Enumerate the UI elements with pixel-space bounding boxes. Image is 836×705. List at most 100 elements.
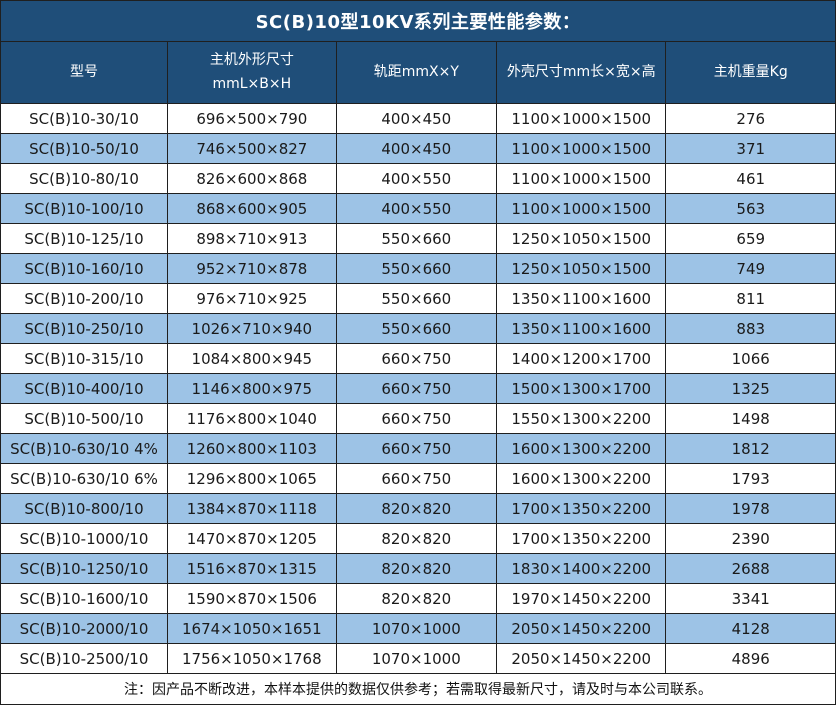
table-row: SC(B)10-30/10696×500×790400×4501100×1000… [1, 104, 836, 134]
enclosure-cell: 1700×1350×2200 [496, 494, 666, 524]
dimensions-cell: 1674×1050×1651 [168, 614, 337, 644]
model-cell: SC(B)10-400/10 [1, 374, 168, 404]
rail-gauge-cell: 550×660 [336, 284, 496, 314]
weight-cell: 1812 [666, 434, 836, 464]
table-row: SC(B)10-2000/101674×1050×16511070×100020… [1, 614, 836, 644]
page-title: SC(B)10型10KV系列主要性能参数： [0, 0, 836, 42]
rail-gauge-cell: 1070×1000 [336, 614, 496, 644]
weight-cell: 1498 [666, 404, 836, 434]
header-enclosure-size: 外壳尺寸mm长×宽×高 [496, 42, 666, 104]
table-row: SC(B)10-100/10868×600×905400×5501100×100… [1, 194, 836, 224]
table-body: SC(B)10-30/10696×500×790400×4501100×1000… [1, 104, 836, 674]
enclosure-cell: 1700×1350×2200 [496, 524, 666, 554]
enclosure-cell: 1350×1100×1600 [496, 284, 666, 314]
rail-gauge-cell: 820×820 [336, 524, 496, 554]
table-row: SC(B)10-160/10952×710×878550×6601250×105… [1, 254, 836, 284]
model-cell: SC(B)10-80/10 [1, 164, 168, 194]
table-row: SC(B)10-1600/101590×870×1506820×8201970×… [1, 584, 836, 614]
weight-cell: 4128 [666, 614, 836, 644]
enclosure-cell: 1100×1000×1500 [496, 104, 666, 134]
weight-cell: 1978 [666, 494, 836, 524]
weight-cell: 1325 [666, 374, 836, 404]
rail-gauge-cell: 400×550 [336, 194, 496, 224]
dimensions-cell: 898×710×913 [168, 224, 337, 254]
table-row: SC(B)10-2500/101756×1050×17681070×100020… [1, 644, 836, 674]
model-cell: SC(B)10-200/10 [1, 284, 168, 314]
table-row: SC(B)10-125/10898×710×913550×6601250×105… [1, 224, 836, 254]
model-cell: SC(B)10-500/10 [1, 404, 168, 434]
rail-gauge-cell: 660×750 [336, 374, 496, 404]
model-cell: SC(B)10-630/10 6% [1, 464, 168, 494]
table-row: SC(B)10-800/101384×870×1118820×8201700×1… [1, 494, 836, 524]
header-main-dimensions-line2: mmL×B×H [170, 73, 334, 96]
weight-cell: 3341 [666, 584, 836, 614]
table-row: SC(B)10-200/10976×710×925550×6601350×110… [1, 284, 836, 314]
dimensions-cell: 1146×800×975 [168, 374, 337, 404]
header-main-dimensions-line1: 主机外形尺寸 [170, 49, 334, 72]
weight-cell: 563 [666, 194, 836, 224]
weight-cell: 1793 [666, 464, 836, 494]
enclosure-cell: 1500×1300×1700 [496, 374, 666, 404]
dimensions-cell: 976×710×925 [168, 284, 337, 314]
weight-cell: 2688 [666, 554, 836, 584]
model-cell: SC(B)10-315/10 [1, 344, 168, 374]
table-header: 型号 主机外形尺寸 mmL×B×H 轨距mmX×Y 外壳尺寸mm长×宽×高 主机… [1, 42, 836, 104]
dimensions-cell: 1470×870×1205 [168, 524, 337, 554]
model-cell: SC(B)10-100/10 [1, 194, 168, 224]
model-cell: SC(B)10-2500/10 [1, 644, 168, 674]
dimensions-cell: 952×710×878 [168, 254, 337, 284]
weight-cell: 276 [666, 104, 836, 134]
table-row: SC(B)10-250/101026×710×940550×6601350×11… [1, 314, 836, 344]
table-row: SC(B)10-1250/101516×870×1315820×8201830×… [1, 554, 836, 584]
enclosure-cell: 1970×1450×2200 [496, 584, 666, 614]
model-cell: SC(B)10-1250/10 [1, 554, 168, 584]
enclosure-cell: 1600×1300×2200 [496, 464, 666, 494]
weight-cell: 811 [666, 284, 836, 314]
rail-gauge-cell: 660×750 [336, 404, 496, 434]
header-model: 型号 [1, 42, 168, 104]
enclosure-cell: 2050×1450×2200 [496, 614, 666, 644]
model-cell: SC(B)10-30/10 [1, 104, 168, 134]
weight-cell: 371 [666, 134, 836, 164]
header-enclosure-size-label: 外壳尺寸mm长×宽×高 [499, 61, 664, 84]
table-row: SC(B)10-630/10 6%1296×800×1065660×750160… [1, 464, 836, 494]
header-model-label: 型号 [3, 61, 165, 84]
model-cell: SC(B)10-800/10 [1, 494, 168, 524]
dimensions-cell: 826×600×868 [168, 164, 337, 194]
header-weight-label: 主机重量Kg [668, 61, 833, 84]
rail-gauge-cell: 400×450 [336, 104, 496, 134]
model-cell: SC(B)10-1600/10 [1, 584, 168, 614]
model-cell: SC(B)10-125/10 [1, 224, 168, 254]
rail-gauge-cell: 550×660 [336, 224, 496, 254]
spec-sheet: SC(B)10型10KV系列主要性能参数： 型号 主机外形尺寸 mmL×B×H … [0, 0, 836, 705]
model-cell: SC(B)10-2000/10 [1, 614, 168, 644]
dimensions-cell: 1516×870×1315 [168, 554, 337, 584]
enclosure-cell: 1100×1000×1500 [496, 134, 666, 164]
enclosure-cell: 2050×1450×2200 [496, 644, 666, 674]
rail-gauge-cell: 820×820 [336, 554, 496, 584]
spec-table: 型号 主机外形尺寸 mmL×B×H 轨距mmX×Y 外壳尺寸mm长×宽×高 主机… [0, 41, 836, 674]
dimensions-cell: 868×600×905 [168, 194, 337, 224]
enclosure-cell: 1100×1000×1500 [496, 164, 666, 194]
rail-gauge-cell: 550×660 [336, 254, 496, 284]
dimensions-cell: 696×500×790 [168, 104, 337, 134]
rail-gauge-cell: 550×660 [336, 314, 496, 344]
dimensions-cell: 1084×800×945 [168, 344, 337, 374]
model-cell: SC(B)10-160/10 [1, 254, 168, 284]
model-cell: SC(B)10-1000/10 [1, 524, 168, 554]
table-row: SC(B)10-315/101084×800×945660×7501400×12… [1, 344, 836, 374]
dimensions-cell: 1026×710×940 [168, 314, 337, 344]
enclosure-cell: 1100×1000×1500 [496, 194, 666, 224]
rail-gauge-cell: 1070×1000 [336, 644, 496, 674]
dimensions-cell: 1384×870×1118 [168, 494, 337, 524]
dimensions-cell: 746×500×827 [168, 134, 337, 164]
rail-gauge-cell: 400×450 [336, 134, 496, 164]
enclosure-cell: 1400×1200×1700 [496, 344, 666, 374]
model-cell: SC(B)10-250/10 [1, 314, 168, 344]
table-row: SC(B)10-80/10826×600×868400×5501100×1000… [1, 164, 836, 194]
enclosure-cell: 1830×1400×2200 [496, 554, 666, 584]
weight-cell: 2390 [666, 524, 836, 554]
header-row: 型号 主机外形尺寸 mmL×B×H 轨距mmX×Y 外壳尺寸mm长×宽×高 主机… [1, 42, 836, 104]
dimensions-cell: 1260×800×1103 [168, 434, 337, 464]
weight-cell: 659 [666, 224, 836, 254]
